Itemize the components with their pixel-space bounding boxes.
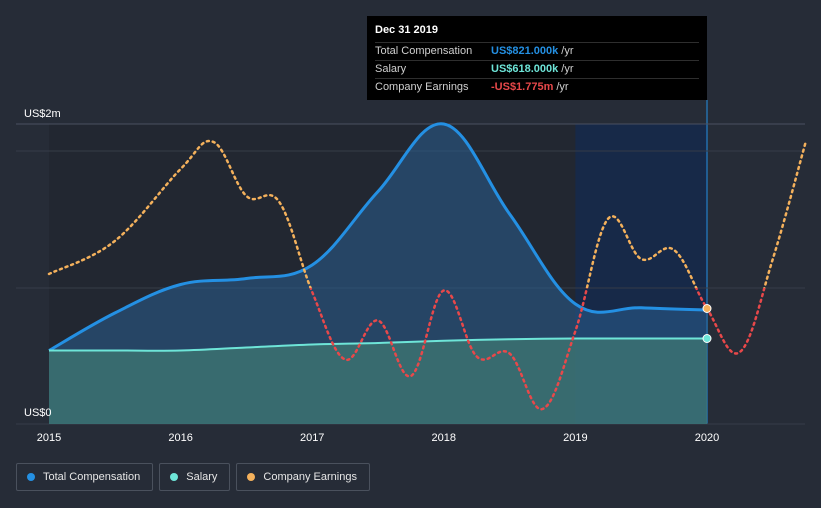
chart-legend: Total Compensation Salary Company Earnin… <box>16 463 370 491</box>
company-earnings-line-negative <box>309 288 766 411</box>
legend-item-total-compensation[interactable]: Total Compensation <box>16 463 154 491</box>
salary-area <box>49 338 707 424</box>
chart-tooltip: Dec 31 2019 Total Compensation US$821.00… <box>367 16 707 100</box>
tooltip-row-salary: Salary US$618.000k /yr <box>375 60 699 78</box>
company-earnings-marker <box>702 304 712 313</box>
tooltip-unit: /yr <box>556 81 569 93</box>
salary-line <box>49 337 707 352</box>
tooltip-unit: /yr <box>561 63 574 75</box>
tooltip-label: Total Compensation <box>375 45 473 57</box>
x-tick-label: 2015 <box>37 432 61 444</box>
company-earnings-line-positive <box>47 139 807 288</box>
tooltip-row-total-compensation: Total Compensation US$821.000k /yr <box>375 42 699 60</box>
tooltip-value: -US$1.775m <box>491 81 554 93</box>
legend-item-salary[interactable]: Salary <box>159 463 231 491</box>
tooltip-value: US$821.000k <box>491 45 559 57</box>
tooltip-unit: /yr <box>561 45 574 57</box>
x-tick-label: 2016 <box>168 432 192 444</box>
y-tick-label: US$0 <box>24 407 52 419</box>
x-tick-label: 2017 <box>300 432 324 444</box>
x-tick-label: 2020 <box>695 432 719 444</box>
legend-label: Company Earnings <box>263 471 357 483</box>
series-markers <box>702 304 712 343</box>
axis-labels: US$2m US$0 2015 2016 2017 2018 2019 2020 <box>24 108 719 444</box>
y-tick-label: US$2m <box>24 108 61 120</box>
tooltip-title: Dec 31 2019 <box>375 24 438 36</box>
x-tick-label: 2018 <box>432 432 456 444</box>
legend-dot-icon <box>27 473 35 481</box>
total-compensation-line <box>48 122 708 352</box>
tooltip-value: US$618.000k <box>491 63 559 75</box>
legend-dot-icon <box>247 473 256 481</box>
x-tick-label: 2019 <box>563 432 587 444</box>
legend-label: Salary <box>186 471 218 483</box>
legend-dot-icon <box>170 473 179 481</box>
tooltip-label: Company Earnings <box>375 81 469 93</box>
salary-marker <box>702 334 712 343</box>
tooltip-label: Salary <box>375 63 407 75</box>
series-lines <box>47 122 807 411</box>
tooltip-row-company-earnings: Company Earnings -US$1.775m /yr <box>375 78 699 96</box>
legend-label: Total Compensation <box>43 471 141 483</box>
legend-item-company-earnings[interactable]: Company Earnings <box>236 463 370 491</box>
